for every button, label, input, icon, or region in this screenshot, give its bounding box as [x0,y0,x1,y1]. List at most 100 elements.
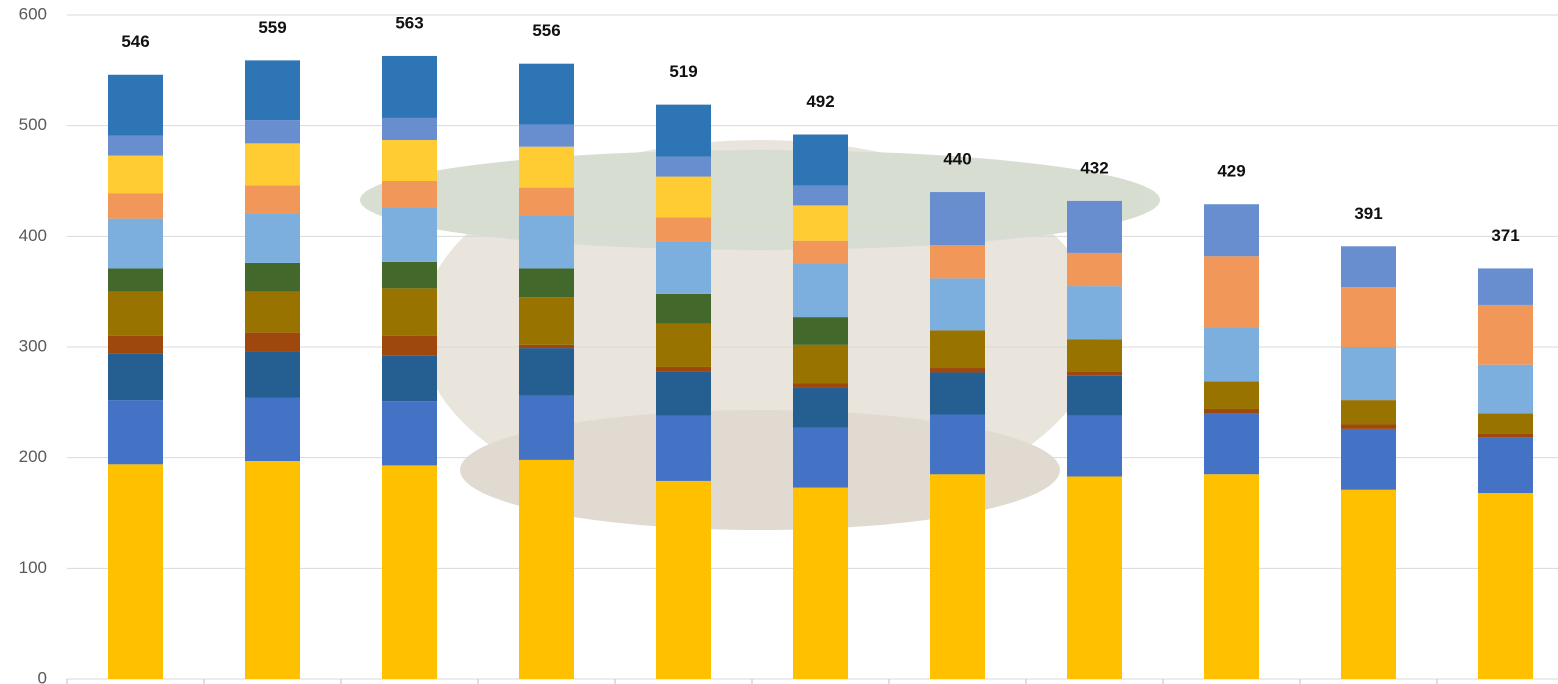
bar-segment [108,464,163,679]
bar-segment [1067,375,1122,416]
bar-segment [656,104,711,157]
bar-segment [656,415,711,481]
bar-segment [656,217,711,242]
bar-segment [1204,474,1259,679]
bar-segment [1478,364,1533,414]
bar-segment [245,332,300,352]
bar-segment [519,187,574,216]
bar-segment [519,63,574,125]
bar-segment [382,181,437,208]
bar-segment [793,205,848,241]
bar-segment [245,143,300,186]
total-label: 371 [1491,226,1519,245]
bar-segment [245,460,300,679]
y-tick-label: 200 [19,447,47,466]
bar-segment [1067,339,1122,372]
y-tick-label: 300 [19,336,47,355]
bar-segment [1067,200,1122,253]
bar-segment [108,218,163,269]
bar-segment [1204,327,1259,382]
bar-segment [656,156,711,177]
bar-segment [1478,493,1533,679]
bar-segment [656,293,711,324]
bar-segment [793,317,848,345]
bar-segment [1478,437,1533,494]
bar-segment [382,465,437,679]
bar-segment [519,124,574,147]
bar-segment [1341,400,1396,425]
bar-segment [930,372,985,415]
bar-segment [793,134,848,186]
bar-segment [793,383,848,388]
bar-segment [245,60,300,121]
bar-segment [793,240,848,264]
bar-segment [245,213,300,263]
total-label: 429 [1217,162,1245,181]
total-label: 546 [121,32,149,51]
bar-segment [1478,413,1533,434]
bar-segment [519,344,574,349]
bar-segment [793,344,848,384]
bar-segment [245,291,300,333]
bar-segment [793,427,848,488]
bar-segment [1341,489,1396,679]
bar-segment [1067,415,1122,477]
bar-segment [382,261,437,289]
total-label: 432 [1080,158,1108,177]
bar-segment [1478,304,1533,365]
bar-segment [108,291,163,336]
y-tick-label: 500 [19,115,47,134]
bar-segment [1341,246,1396,288]
bar-segment [930,330,985,369]
bar-segment [656,323,711,367]
bar-segment [245,351,300,398]
total-label: 519 [669,62,697,81]
bar-segment [793,387,848,428]
bar-segment [1067,286,1122,340]
bar-segment [382,288,437,336]
bar-segment [245,262,300,292]
bar-segment [108,353,163,401]
bar-segment [108,400,163,465]
bar-segment [793,264,848,318]
bar-segment [656,241,711,294]
bar-segment [519,215,574,269]
bar-segment [656,366,711,372]
total-label: 556 [532,21,560,40]
bar-segment [108,135,163,156]
y-tick-label: 600 [19,4,47,23]
bar-segment [793,487,848,679]
bar-segment [1478,268,1533,305]
bar-segment [1067,371,1122,376]
total-label: 559 [258,18,286,37]
bar-segment [519,348,574,396]
bar-segment [519,459,574,679]
bar-segment [930,192,985,246]
bar-segment [382,335,437,356]
bar-segment [1067,252,1122,287]
bar-segment [1478,433,1533,438]
bar-segment [382,117,437,141]
bar-segment [1341,287,1396,347]
bar-segment [382,355,437,402]
bar-segment [930,474,985,679]
bar-segment [1341,424,1396,429]
bar-segment [1204,408,1259,414]
bar-segment [930,414,985,475]
total-label: 391 [1354,204,1382,223]
bar-segment [382,207,437,262]
bar-segment [382,401,437,466]
bar-segment [1341,347,1396,401]
bar-segment [1204,381,1259,409]
bar-segment [1341,428,1396,490]
y-tick-label: 100 [19,558,47,577]
bar-segment [793,185,848,206]
bar-segment [656,371,711,416]
bar-segment [519,297,574,345]
bar-segment [382,55,437,118]
bar-segment [1204,256,1259,328]
total-label: 440 [943,150,971,169]
bar-segment [656,480,711,679]
background-decoration [360,140,1160,530]
